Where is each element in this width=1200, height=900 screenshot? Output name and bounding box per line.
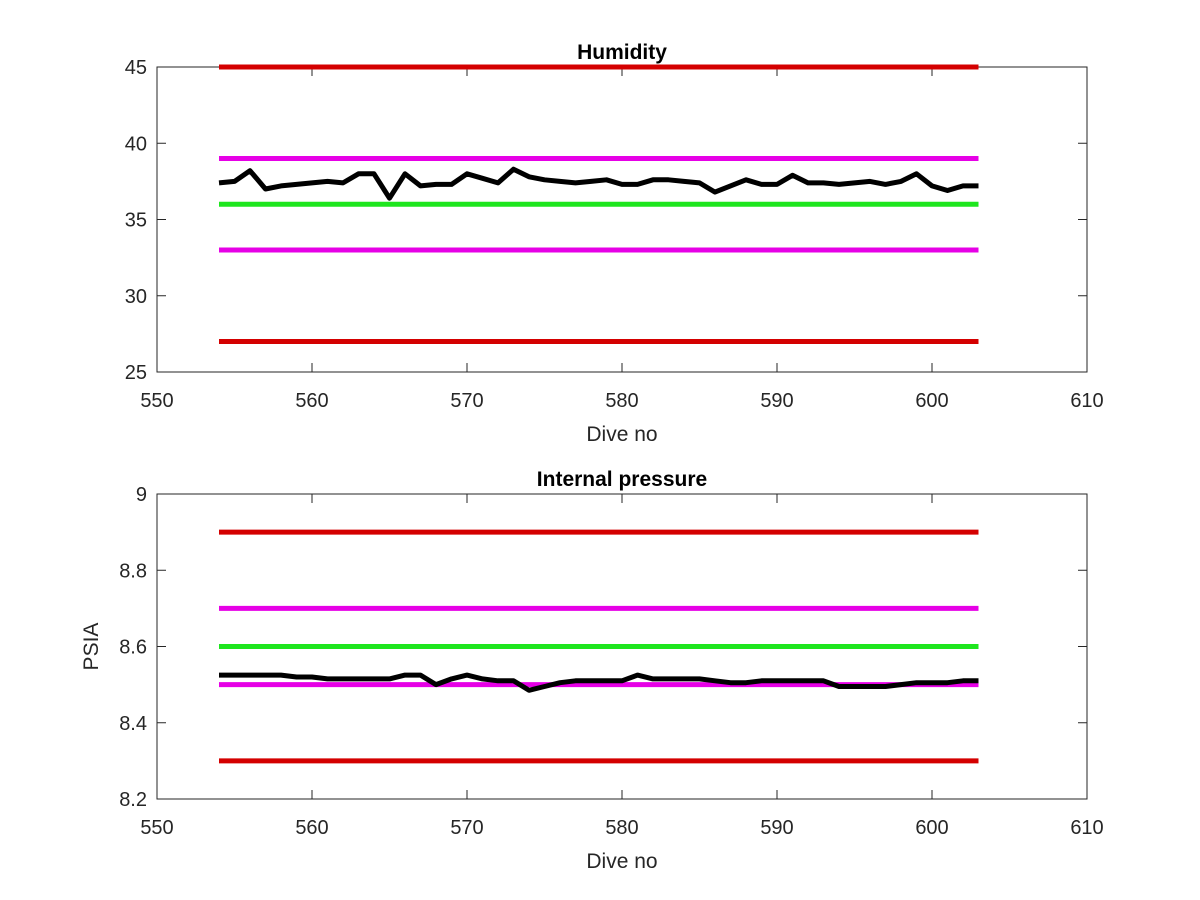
- chart-title: Humidity: [577, 41, 667, 64]
- y-tick-label: 8.4: [119, 713, 147, 735]
- x-tick-label: 550: [140, 817, 173, 839]
- x-tick-label: 570: [450, 817, 483, 839]
- x-tick-label: 580: [605, 390, 638, 412]
- x-tick-label: 600: [915, 390, 948, 412]
- chart-panel-1: 550 560 570 580 590 600 610 25 30 35 40 45 Humidity D…: [125, 41, 1104, 446]
- chart-panel-2: 550 560 570 580 590 600 610 8.2 8.4 8.6 8.8 9 Intern…: [80, 468, 1104, 873]
- x-axis-label: Dive no: [586, 423, 657, 446]
- x-tick-label: 600: [915, 817, 948, 839]
- y-axis-label: PSIA: [80, 623, 103, 671]
- y-tick-label: 30: [125, 286, 147, 308]
- plot-area-box: [156, 66, 1088, 373]
- y-tick-label: 8.8: [119, 560, 147, 582]
- x-tick-label: 610: [1070, 817, 1103, 839]
- y-tick-label: 8.6: [119, 637, 147, 659]
- chart-title: Internal pressure: [537, 468, 707, 491]
- x-axis-label: Dive no: [586, 850, 657, 873]
- x-tick-label: 580: [605, 817, 638, 839]
- x-tick-label: 590: [760, 390, 793, 412]
- x-tick-label: 550: [140, 390, 173, 412]
- y-tick-label: 40: [125, 133, 147, 155]
- y-tick-label: 45: [125, 57, 147, 79]
- data-series-line-6: [218, 166, 979, 201]
- y-tick-label: 35: [125, 210, 147, 232]
- x-tick-label: 560: [295, 817, 328, 839]
- x-tick-label: 590: [760, 817, 793, 839]
- x-tick-label: 560: [295, 390, 328, 412]
- y-tick-label: 8.2: [119, 789, 147, 811]
- x-tick-label: 610: [1070, 390, 1103, 412]
- x-tick-label: 570: [450, 390, 483, 412]
- data-series-line-6: [219, 672, 979, 693]
- y-tick-label: 25: [125, 362, 147, 384]
- y-tick-label: 9: [136, 484, 147, 506]
